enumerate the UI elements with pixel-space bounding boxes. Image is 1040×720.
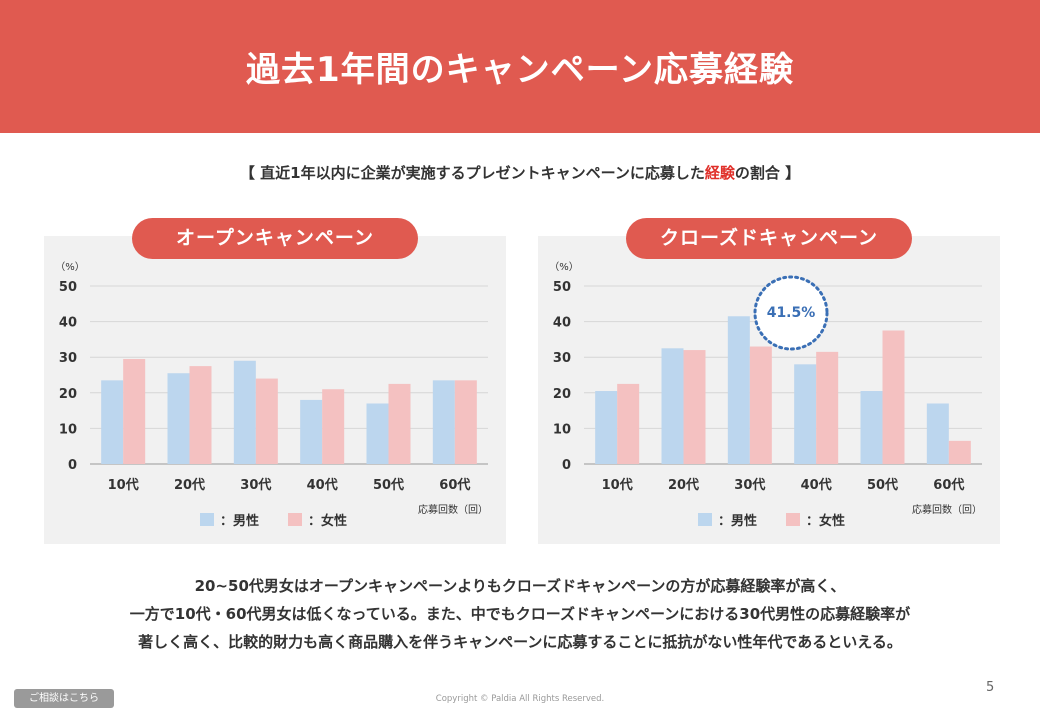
subtitle-prefix: 【 直近1年以内に企業が実施するプレゼントキャンペーンに応募した bbox=[239, 164, 705, 182]
bar-male bbox=[366, 403, 389, 464]
bar-female bbox=[388, 383, 411, 464]
bar-male bbox=[727, 316, 750, 464]
page-number: 5 bbox=[986, 680, 995, 695]
bar-female bbox=[255, 378, 278, 464]
bar-male bbox=[860, 391, 883, 464]
bar-female bbox=[882, 330, 905, 464]
x-tick-label: 50代 bbox=[373, 477, 404, 493]
bar-female bbox=[322, 389, 345, 464]
bar-male bbox=[926, 403, 949, 464]
chart-subtitle: 【 直近1年以内に企業が実施するプレゼントキャンペーンに応募した経験の割合 】 bbox=[0, 162, 1040, 183]
bar-female bbox=[948, 440, 971, 464]
x-tick-label: 30代 bbox=[734, 477, 765, 493]
x-tick-label: 30代 bbox=[240, 477, 271, 493]
x-tick-label: 60代 bbox=[933, 477, 964, 493]
y-axis-label: （%） bbox=[549, 261, 579, 273]
x-tick-label: 10代 bbox=[108, 477, 139, 493]
y-tick-label: 30 bbox=[553, 351, 571, 366]
open-campaign-pill: オープンキャンペーン bbox=[132, 218, 418, 259]
bar-male bbox=[432, 380, 455, 464]
bar-female bbox=[749, 346, 772, 464]
y-tick-label: 40 bbox=[59, 316, 77, 331]
x-tick-label: 50代 bbox=[867, 477, 898, 493]
x-axis-label: 応募回数（回） bbox=[418, 503, 488, 516]
subtitle-suffix: の割合 】 bbox=[734, 164, 801, 182]
bar-female bbox=[816, 351, 839, 464]
summary-line: 著しく高く、比較的財力も高く商品購入を伴うキャンペーンに応募することに抵抗がない… bbox=[138, 633, 902, 651]
bar-female bbox=[123, 358, 146, 464]
legend-label: ：男性 bbox=[220, 513, 259, 529]
bar-male bbox=[300, 399, 323, 464]
bar-female bbox=[189, 366, 212, 464]
y-tick-label: 40 bbox=[553, 316, 571, 331]
legend-swatch-male bbox=[698, 513, 712, 526]
y-tick-label: 20 bbox=[553, 387, 571, 402]
x-tick-label: 60代 bbox=[439, 477, 470, 493]
y-tick-label: 50 bbox=[59, 280, 77, 295]
bar-female bbox=[683, 350, 706, 464]
consult-button[interactable]: ご相談はこちら bbox=[14, 689, 114, 708]
legend-swatch-female bbox=[786, 513, 800, 526]
y-tick-label: 0 bbox=[68, 458, 77, 473]
y-tick-label: 20 bbox=[59, 387, 77, 402]
callout-label: 41.5% bbox=[766, 305, 816, 321]
callout-circle bbox=[753, 275, 829, 351]
bar-male bbox=[661, 348, 684, 464]
x-tick-label: 20代 bbox=[668, 477, 699, 493]
bar-male bbox=[794, 364, 817, 464]
y-tick-label: 10 bbox=[59, 422, 77, 437]
legend-swatch-male bbox=[200, 513, 214, 526]
legend-label: ：女性 bbox=[806, 513, 845, 529]
copyright: Copyright © Paldia All Rights Reserved. bbox=[435, 694, 605, 704]
x-axis-label: 応募回数（回） bbox=[912, 503, 982, 516]
summary-line: 20~50代男女はオープンキャンペーンよりもクローズドキャンペーンの方が応募経験… bbox=[194, 577, 846, 595]
x-tick-label: 20代 bbox=[174, 477, 205, 493]
bar-male bbox=[167, 373, 190, 464]
y-tick-label: 30 bbox=[59, 351, 77, 366]
bar-male bbox=[233, 360, 256, 464]
bar-female bbox=[454, 380, 477, 464]
summary-text: 20~50代男女はオープンキャンペーンよりもクローズドキャンペーンの方が応募経験… bbox=[0, 572, 1040, 656]
subtitle-highlight: 経験 bbox=[704, 164, 735, 182]
summary-line: 一方で10代・60代男女は低くなっている。また、中でもクローズドキャンペーンにお… bbox=[129, 605, 911, 623]
y-tick-label: 50 bbox=[553, 280, 571, 295]
legend-label: ：女性 bbox=[308, 513, 347, 529]
bar-male bbox=[595, 391, 618, 464]
legend-label: ：男性 bbox=[718, 513, 757, 529]
legend-swatch-female bbox=[288, 513, 302, 526]
bar-male bbox=[101, 380, 124, 464]
x-tick-label: 40代 bbox=[801, 477, 832, 493]
header-banner: 過去1年間のキャンペーン応募経験 bbox=[0, 0, 1040, 133]
y-tick-label: 10 bbox=[553, 422, 571, 437]
x-tick-label: 40代 bbox=[307, 477, 338, 493]
page-title: 過去1年間のキャンペーン応募経験 bbox=[246, 50, 794, 90]
x-tick-label: 10代 bbox=[602, 477, 633, 493]
y-tick-label: 0 bbox=[562, 458, 571, 473]
closed-campaign-pill: クローズドキャンペーン bbox=[626, 218, 912, 259]
bar-female bbox=[617, 383, 640, 464]
y-axis-label: （%） bbox=[55, 261, 85, 273]
